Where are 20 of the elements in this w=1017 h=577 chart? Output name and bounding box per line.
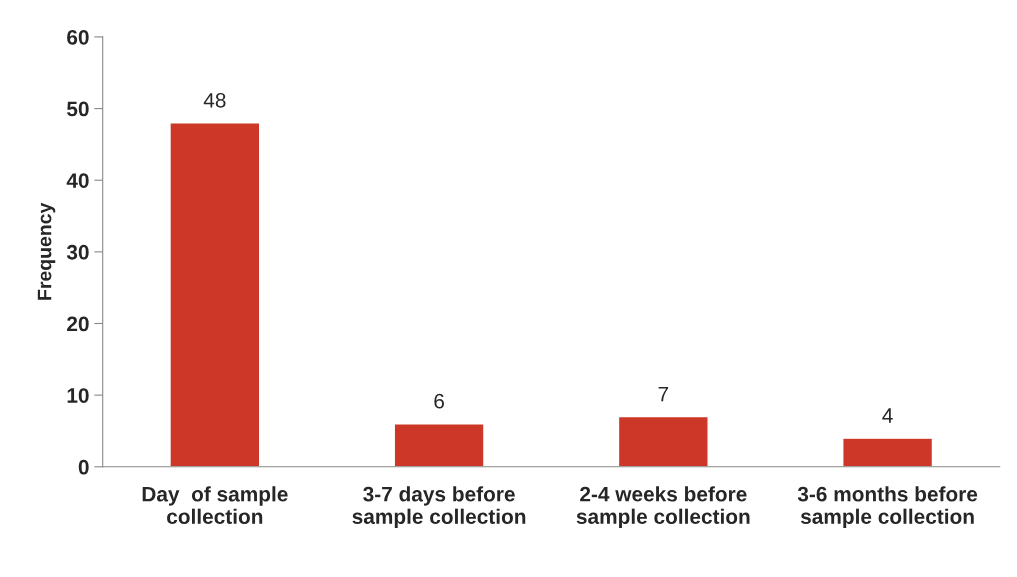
data-label: 6 (434, 393, 444, 409)
data-label: 7 (658, 386, 669, 402)
bar (842, 437, 934, 467)
y-tick-label: 10 (67, 388, 89, 403)
x-tick-label: 2-4 weeks before sample collection (576, 486, 750, 529)
y-tick-label: 0 (78, 459, 89, 475)
y-tick-label: 30 (66, 244, 89, 260)
y-tick-label: 40 (66, 173, 89, 188)
bar (617, 415, 709, 467)
data-label: 48 (203, 92, 226, 108)
y-tick-label: 20 (67, 316, 89, 332)
y-tick-label: 50 (66, 101, 89, 117)
bar (393, 423, 485, 467)
data-label: 4 (882, 408, 893, 423)
y-tick-label: 60 (67, 29, 89, 45)
x-tick-label: 3-7 days before sample collection (352, 486, 526, 529)
x-tick-label: Day of sample collection (142, 486, 288, 524)
y-axis-title: Frequency (37, 202, 56, 300)
bar (169, 122, 261, 467)
x-tick-label: 3-6 months before sample collection (797, 486, 978, 529)
